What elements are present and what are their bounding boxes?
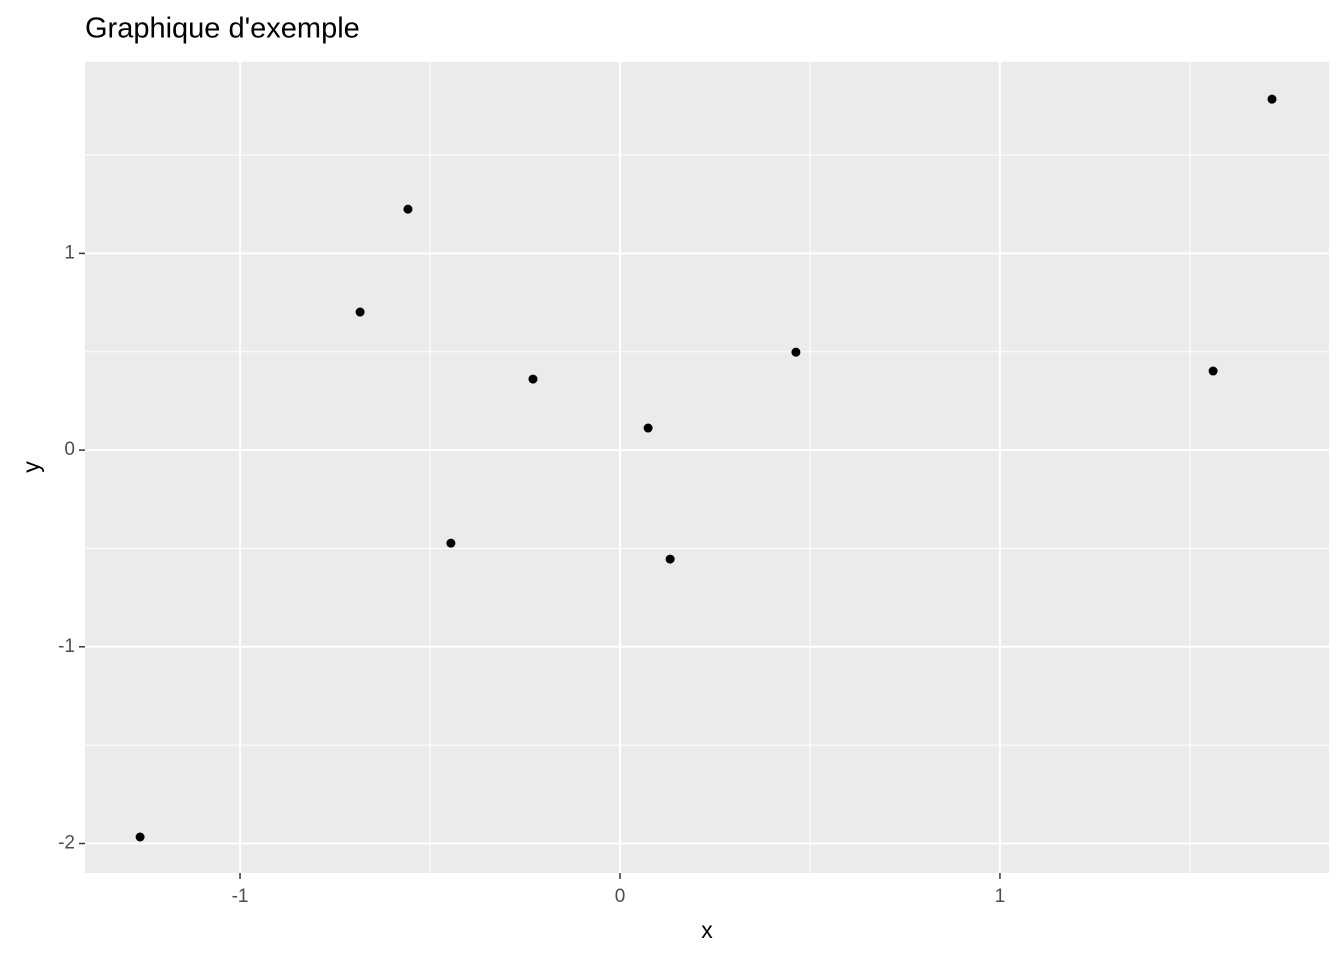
point: [135, 832, 145, 842]
y-tick-label: 1: [64, 242, 75, 263]
point: [791, 347, 801, 357]
chart-title: Graphique d'exemple: [85, 13, 360, 45]
point: [403, 204, 413, 214]
x-tick-label: 1: [995, 886, 1006, 907]
point: [528, 374, 538, 384]
point: [1208, 366, 1218, 376]
y-axis-title: y: [18, 461, 44, 473]
point: [1267, 94, 1277, 104]
x-axis-title: x: [701, 917, 713, 943]
point: [665, 554, 675, 564]
plot-panel: [85, 62, 1329, 873]
y-tick-label: 0: [64, 439, 75, 460]
y-tick-label: -2: [58, 833, 75, 854]
point: [355, 307, 365, 317]
point: [643, 423, 653, 433]
point: [446, 538, 456, 548]
y-tick-label: -1: [58, 636, 75, 657]
x-tick-label: 0: [615, 886, 626, 907]
x-tick-label: -1: [232, 886, 249, 907]
